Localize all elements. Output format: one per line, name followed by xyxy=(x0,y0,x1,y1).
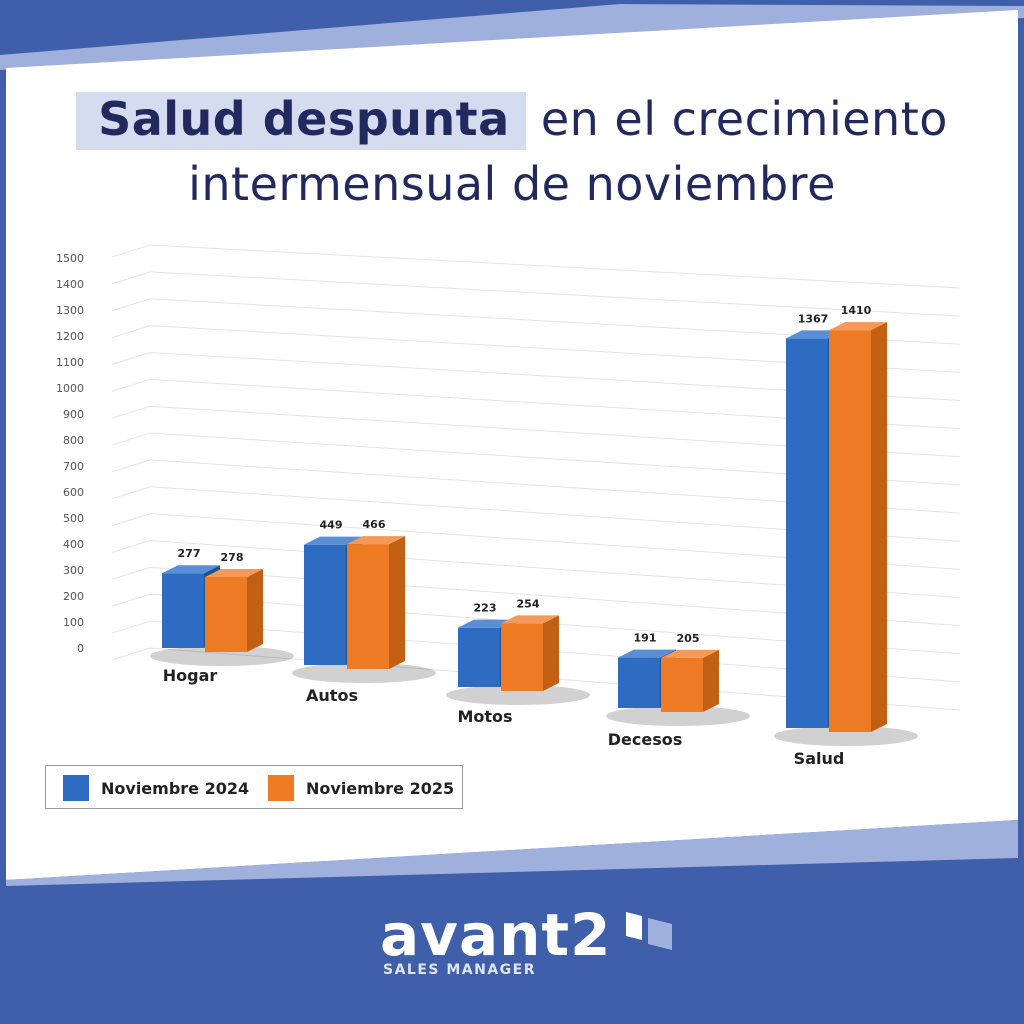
bar-top xyxy=(829,322,887,331)
data-label: 1410 xyxy=(841,304,872,317)
chart-title-line-2: intermensual de noviembre xyxy=(188,157,836,211)
logo-tagline: SALES MANAGER xyxy=(383,962,537,978)
data-label: 191 xyxy=(634,632,657,645)
gridline-side xyxy=(111,620,151,634)
title-highlight: Salud despunta xyxy=(76,92,526,150)
gridline xyxy=(149,244,961,289)
y-tick-label: 900 xyxy=(63,408,84,421)
x-category-label: Salud xyxy=(794,749,845,768)
y-tick-label: 400 xyxy=(63,538,84,551)
gridline-side xyxy=(111,244,151,258)
legend-item-2024: Noviembre 2024 xyxy=(63,775,249,801)
gridline-side xyxy=(111,405,151,419)
x-category-label: Motos xyxy=(457,707,512,726)
data-label: 277 xyxy=(178,547,201,560)
gridline-side xyxy=(111,459,151,473)
data-label: 223 xyxy=(474,602,497,615)
brand-logo: avant2 SALES MANAGER xyxy=(380,902,611,978)
bar-side xyxy=(247,568,263,652)
gridline-side xyxy=(111,271,151,285)
gridline-side xyxy=(111,432,151,446)
bar-shadow xyxy=(774,726,918,746)
bar-top xyxy=(162,565,220,574)
bar-noviembre-2025 xyxy=(347,544,389,669)
gridline-side xyxy=(111,325,151,339)
y-tick-label: 700 xyxy=(63,460,84,473)
bar-noviembre-2024 xyxy=(458,627,500,687)
data-label: 1367 xyxy=(798,312,829,325)
bar-side xyxy=(543,615,559,691)
data-label: 449 xyxy=(320,519,343,532)
y-tick-label: 1100 xyxy=(56,356,84,369)
data-label: 466 xyxy=(363,518,386,531)
gridline-side xyxy=(111,566,151,580)
bar-top xyxy=(304,536,362,545)
legend-label-2024: Noviembre 2024 xyxy=(101,778,250,798)
y-tick-label: 1300 xyxy=(56,304,84,317)
bar-side xyxy=(389,536,405,669)
logo-mark-icon xyxy=(626,912,672,950)
bar-noviembre-2024 xyxy=(618,657,660,708)
y-tick-label: 800 xyxy=(63,434,84,447)
y-tick-label: 300 xyxy=(63,564,84,577)
bar-noviembre-2025 xyxy=(829,330,871,732)
legend-swatch-2024 xyxy=(63,775,89,801)
legend-swatch-2025 xyxy=(268,775,294,801)
bar-noviembre-2025 xyxy=(501,623,543,691)
gridline-side xyxy=(111,351,151,365)
bar-top xyxy=(618,649,676,658)
x-category-label: Hogar xyxy=(163,666,218,685)
gridline-side xyxy=(111,647,151,661)
y-tick-label: 0 xyxy=(77,642,84,655)
legend-item-2025: Noviembre 2025 xyxy=(268,775,454,801)
bar-noviembre-2024 xyxy=(304,544,346,665)
title-rest: en el crecimiento xyxy=(540,92,948,146)
x-category-label: Autos xyxy=(306,686,358,705)
gridline-side xyxy=(111,513,151,527)
bar-noviembre-2024 xyxy=(786,338,828,728)
bar-shadow xyxy=(446,685,590,705)
y-tick-label: 1500 xyxy=(56,252,84,265)
bar-top xyxy=(501,615,559,624)
gridline-side xyxy=(111,593,151,607)
bar-top xyxy=(347,536,405,545)
bar-noviembre-2025 xyxy=(205,576,247,652)
bar-side xyxy=(871,322,887,732)
logo-wordmark: avant2 xyxy=(380,901,612,969)
gridline-side xyxy=(111,378,151,392)
y-tick-label: 100 xyxy=(63,616,84,629)
gridline-side xyxy=(111,298,151,312)
chart-legend: Noviembre 2024 Noviembre 2025 xyxy=(45,765,463,809)
bar-shadow xyxy=(606,706,750,726)
gridline-side xyxy=(111,486,151,500)
data-label: 278 xyxy=(221,551,244,564)
y-tick-label: 600 xyxy=(63,486,84,499)
bar-noviembre-2024 xyxy=(162,573,204,648)
bar-top xyxy=(205,568,263,577)
bar-shadow xyxy=(292,663,436,683)
bar-shadow xyxy=(150,646,294,666)
bar-side xyxy=(703,649,719,712)
bar-noviembre-2025 xyxy=(661,657,703,712)
y-tick-label: 1200 xyxy=(56,330,84,343)
data-label: 254 xyxy=(517,597,540,610)
y-tick-label: 200 xyxy=(63,590,84,603)
y-tick-label: 1400 xyxy=(56,278,84,291)
y-tick-label: 1000 xyxy=(56,382,84,395)
legend-label-2025: Noviembre 2025 xyxy=(306,778,455,798)
gridline xyxy=(149,271,961,317)
data-label: 205 xyxy=(677,632,700,645)
bar-top xyxy=(661,649,719,658)
gridline-side xyxy=(111,540,151,554)
chart-title-line-1: Salud despunta en el crecimiento xyxy=(0,92,1024,150)
y-tick-label: 500 xyxy=(63,512,84,525)
x-category-label: Decesos xyxy=(608,730,683,749)
